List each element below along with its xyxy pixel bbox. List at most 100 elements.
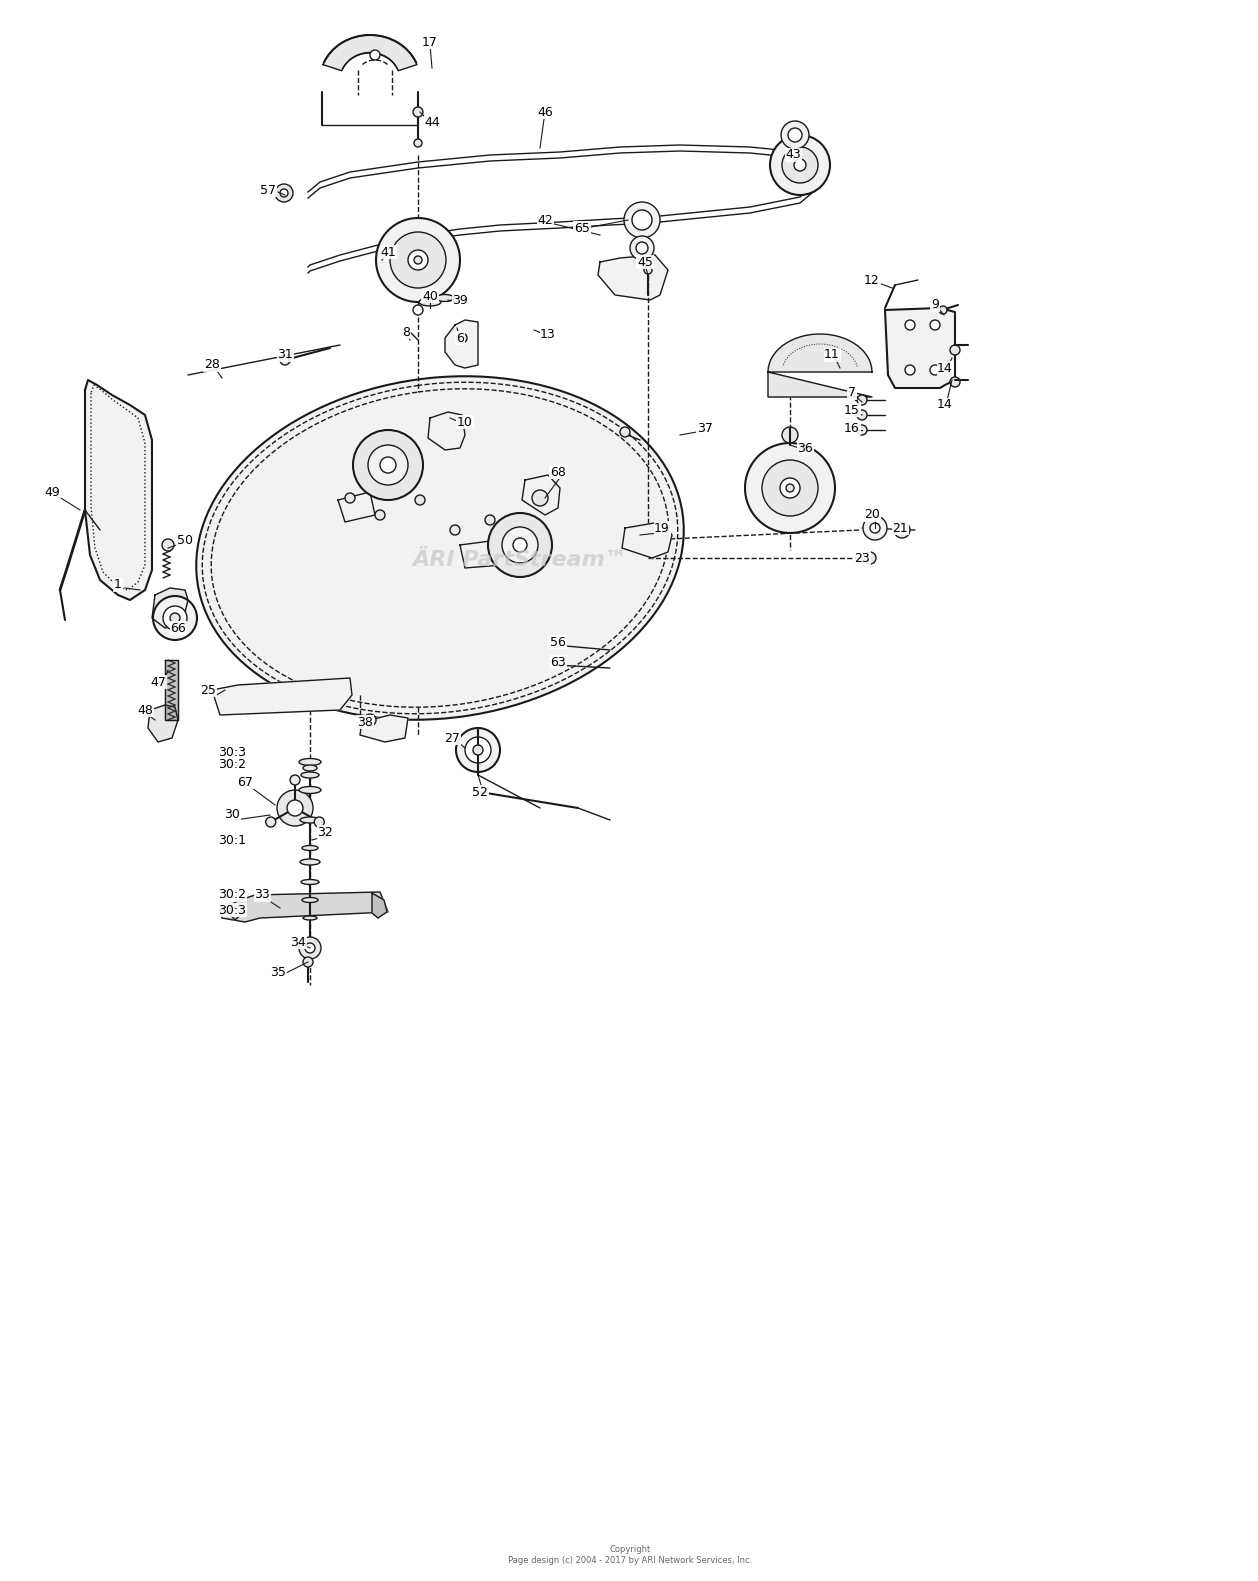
Text: 16: 16 <box>844 422 860 435</box>
Text: ÄRI PartStream™: ÄRI PartStream™ <box>413 550 628 571</box>
Text: 14: 14 <box>937 362 952 375</box>
Text: 41: 41 <box>380 245 396 259</box>
Ellipse shape <box>302 898 318 903</box>
Text: 33: 33 <box>254 889 270 901</box>
Circle shape <box>281 356 291 365</box>
Text: 19: 19 <box>654 522 669 534</box>
Text: 38: 38 <box>357 716 372 729</box>
Circle shape <box>465 737 491 764</box>
Ellipse shape <box>302 846 318 851</box>
Circle shape <box>502 526 538 563</box>
Circle shape <box>632 210 652 229</box>
Text: 34: 34 <box>291 936 306 949</box>
Polygon shape <box>360 715 408 741</box>
Text: 23: 23 <box>854 552 869 564</box>
Circle shape <box>413 108 423 117</box>
Text: 12: 12 <box>864 274 879 286</box>
Text: 9: 9 <box>931 299 938 311</box>
Text: 56: 56 <box>550 636 566 648</box>
Text: 11: 11 <box>824 348 840 362</box>
Circle shape <box>376 218 460 302</box>
Circle shape <box>905 365 915 375</box>
Text: 66: 66 <box>170 621 186 634</box>
Circle shape <box>871 523 881 533</box>
Circle shape <box>153 596 198 640</box>
Text: 46: 46 <box>537 106 552 119</box>
Ellipse shape <box>299 817 320 824</box>
Circle shape <box>265 817 276 827</box>
Polygon shape <box>148 705 177 741</box>
Text: 40: 40 <box>423 289 438 302</box>
Circle shape <box>473 745 483 756</box>
Circle shape <box>486 515 494 525</box>
Text: 52: 52 <box>472 786 488 798</box>
Circle shape <box>455 727 499 772</box>
Text: 30:3: 30:3 <box>218 746 247 759</box>
Polygon shape <box>428 413 465 451</box>
Circle shape <box>930 365 940 375</box>
Text: 30:2: 30:2 <box>218 759 247 772</box>
Text: 30: 30 <box>224 808 240 822</box>
Circle shape <box>786 484 794 492</box>
Circle shape <box>413 305 423 315</box>
Circle shape <box>788 128 803 142</box>
Circle shape <box>624 202 660 239</box>
Text: 47: 47 <box>150 675 166 688</box>
Circle shape <box>314 817 325 827</box>
Circle shape <box>408 250 428 270</box>
Text: 43: 43 <box>785 149 801 161</box>
Text: 44: 44 <box>424 115 440 128</box>
Ellipse shape <box>299 858 320 865</box>
Circle shape <box>894 522 910 538</box>
Circle shape <box>762 460 818 515</box>
Text: 31: 31 <box>277 348 293 362</box>
Ellipse shape <box>301 879 320 884</box>
Circle shape <box>630 236 654 259</box>
Circle shape <box>532 490 548 506</box>
Circle shape <box>857 409 867 421</box>
Circle shape <box>414 256 421 264</box>
Circle shape <box>170 613 180 623</box>
Circle shape <box>930 319 940 330</box>
Ellipse shape <box>211 389 669 707</box>
Polygon shape <box>621 522 672 558</box>
Circle shape <box>782 147 818 183</box>
Polygon shape <box>372 893 387 919</box>
Circle shape <box>450 525 460 534</box>
Text: 25: 25 <box>200 683 216 697</box>
Text: 21: 21 <box>892 522 908 534</box>
Polygon shape <box>228 904 244 920</box>
Polygon shape <box>323 35 416 71</box>
Polygon shape <box>767 334 872 397</box>
Text: 39: 39 <box>452 294 468 307</box>
Text: 20: 20 <box>864 509 879 522</box>
Text: 27: 27 <box>444 732 460 745</box>
Circle shape <box>794 160 806 171</box>
Circle shape <box>745 443 835 533</box>
Text: 65: 65 <box>574 221 590 234</box>
Text: 42: 42 <box>537 213 552 226</box>
Circle shape <box>415 495 425 504</box>
Polygon shape <box>152 588 187 628</box>
Polygon shape <box>220 892 387 922</box>
Ellipse shape <box>419 297 442 307</box>
Text: 13: 13 <box>540 329 556 341</box>
Text: 63: 63 <box>550 656 566 669</box>
Polygon shape <box>598 255 668 300</box>
Circle shape <box>620 427 630 436</box>
Text: Copyright
Page design (c) 2004 - 2017 by ARI Network Services, Inc.: Copyright Page design (c) 2004 - 2017 by… <box>508 1545 752 1565</box>
Text: 57: 57 <box>260 183 276 196</box>
Text: 32: 32 <box>317 825 333 838</box>
Polygon shape <box>445 319 478 368</box>
Circle shape <box>950 345 960 356</box>
Ellipse shape <box>196 376 684 719</box>
Text: 14: 14 <box>937 398 952 411</box>
Polygon shape <box>213 678 352 715</box>
Text: 48: 48 <box>137 704 153 716</box>
Circle shape <box>303 957 313 968</box>
Circle shape <box>857 395 867 405</box>
Text: 67: 67 <box>237 776 253 789</box>
Circle shape <box>863 515 887 541</box>
Circle shape <box>780 477 800 498</box>
Ellipse shape <box>299 786 321 794</box>
